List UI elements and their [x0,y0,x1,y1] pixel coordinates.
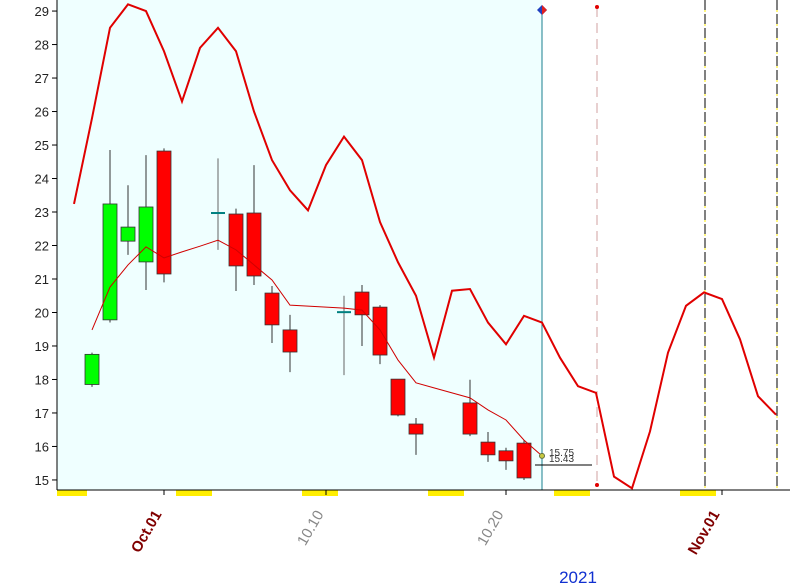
y-tick-label: 18 [35,372,49,387]
decorations [56,0,790,496]
candle-body [120,226,136,242]
candle-body [156,150,172,275]
y-tick-label: 15 [35,473,49,488]
candle-body [84,353,100,385]
forecast-dot [595,5,599,9]
candle-body [264,292,280,326]
week-marker [302,490,338,496]
candle-body [102,203,118,321]
y-tick-label: 20 [35,305,49,320]
candle-body [498,450,514,462]
y-tick-label: 17 [35,406,49,421]
week-marker [554,490,590,496]
line [73,3,777,490]
y-tick-label: 22 [35,239,49,254]
y-tick-label: 28 [35,38,49,53]
candle-body [408,423,424,435]
week-marker [57,490,87,496]
y-tick-label: 25 [35,138,49,153]
candle-body [462,402,478,435]
x-tick-label: 10.10 [294,508,327,549]
x-tick-label: 10.20 [474,508,507,549]
candle-body [516,442,532,479]
candle-body [228,213,244,267]
x-tick-label: Nov.01 [685,508,724,558]
y-tick-label: 16 [35,439,49,454]
last-point [539,452,545,459]
candle-body [390,378,406,416]
y-tick-label: 23 [35,205,49,220]
y-tick-label: 26 [35,105,49,120]
current-marker-half [542,5,547,15]
y-tick-label: 29 [35,4,49,19]
candle-body [480,441,496,456]
week-marker [176,490,212,496]
candle-body [138,206,154,263]
candle-body [211,212,225,215]
candle-body [282,329,298,353]
candle-body [337,311,351,314]
y-tick-label: 19 [35,339,49,354]
candle-body [354,291,370,316]
y-tick-label: 27 [35,71,49,86]
annotation: 15.75 [549,448,574,459]
x-tick-label: Oct.01 [128,508,166,556]
annotation: 15.43 [549,454,574,465]
line [91,239,543,457]
y-tick-label: 21 [35,272,49,287]
forecast-dot [595,483,599,487]
history-region [57,0,542,490]
week-markers [57,490,716,496]
y-tick-label: 24 [35,172,49,187]
candle-body [372,306,388,356]
week-marker [680,490,716,496]
week-marker [428,490,464,496]
x-axis-label: 2021 [559,568,597,587]
candle-body [246,212,262,277]
